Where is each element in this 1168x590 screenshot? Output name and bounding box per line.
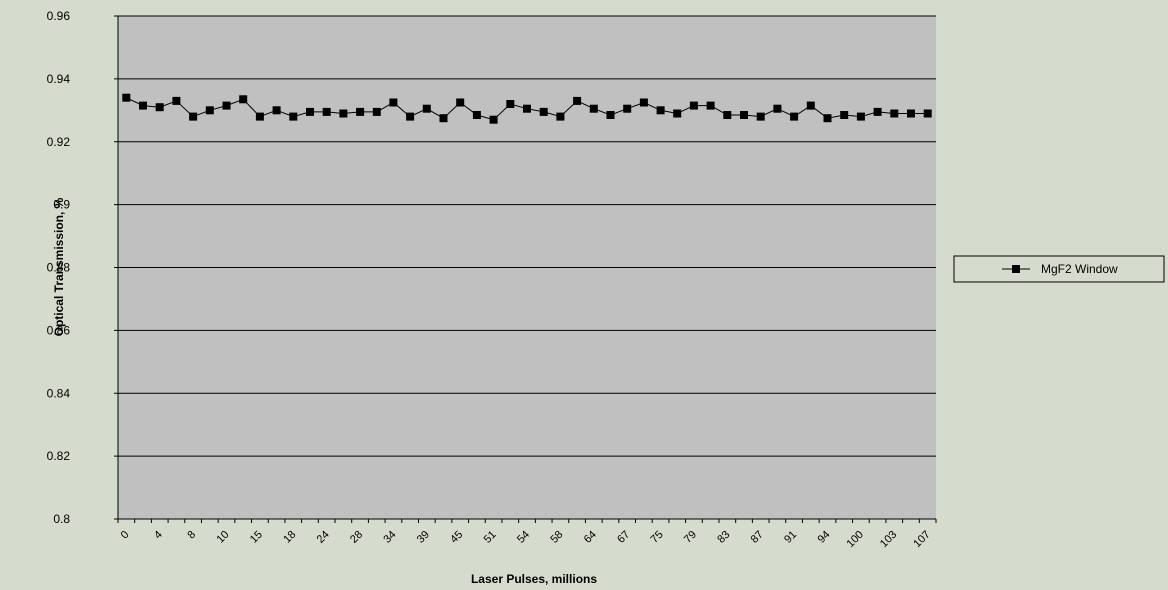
- data-point: [823, 114, 832, 123]
- y-tick-label: 0.96: [47, 9, 71, 23]
- x-tick-label: 39: [415, 529, 432, 546]
- grid-lines: [118, 15, 936, 457]
- data-point: [689, 101, 698, 110]
- data-point: [372, 107, 381, 116]
- legend-marker: [1012, 265, 1020, 273]
- data-point: [172, 96, 181, 105]
- x-tick-label: 67: [615, 529, 632, 546]
- data-point: [656, 106, 665, 115]
- x-tick-label: 51: [482, 529, 499, 546]
- data-point: [222, 101, 231, 110]
- data-point: [356, 107, 365, 116]
- data-point: [623, 104, 632, 113]
- legend-box: [953, 255, 1165, 283]
- y-tick-label: 0.86: [47, 323, 71, 337]
- series-markers: [122, 93, 932, 124]
- data-point: [790, 112, 799, 121]
- x-tick-label: 64: [582, 529, 599, 546]
- data-point: [272, 106, 281, 115]
- data-point: [322, 107, 331, 116]
- data-point: [306, 107, 314, 116]
- data-point: [639, 98, 648, 107]
- x-tick-label: 4: [152, 529, 165, 542]
- data-point: [289, 112, 298, 121]
- data-point: [740, 111, 748, 119]
- x-tick-label: 45: [448, 529, 465, 546]
- data-point: [523, 104, 531, 113]
- x-tick-label: 10: [214, 529, 231, 546]
- x-tick-label: 58: [548, 529, 565, 546]
- data-point: [773, 104, 782, 113]
- data-point: [856, 112, 865, 121]
- data-point: [389, 98, 398, 107]
- x-tick-label: 28: [348, 529, 365, 546]
- data-point: [155, 103, 164, 112]
- x-tick-label: 87: [749, 529, 766, 546]
- x-axis-title: Laser Pulses, millions: [471, 572, 597, 586]
- legend-label: MgF2 Window: [1041, 262, 1118, 276]
- data-point: [873, 107, 882, 116]
- data-point: [339, 109, 348, 118]
- x-tick-label: 54: [515, 529, 532, 546]
- x-tick-label: 91: [782, 529, 799, 546]
- y-tick-label: 0.8: [53, 512, 70, 526]
- data-point: [422, 104, 431, 113]
- data-point: [539, 107, 548, 116]
- data-point: [573, 96, 582, 105]
- data-point: [606, 111, 615, 119]
- x-tick-label: 94: [815, 529, 832, 546]
- y-tick-label: 0.82: [47, 449, 71, 463]
- data-point: [139, 101, 147, 110]
- data-point: [907, 109, 915, 118]
- x-tick-label: 75: [649, 529, 666, 546]
- data-point: [239, 95, 248, 104]
- x-tick-label: 8: [185, 529, 198, 542]
- data-point: [673, 109, 682, 118]
- data-point: [806, 101, 815, 110]
- data-point: [406, 112, 415, 121]
- x-tick-label: 107: [911, 529, 932, 550]
- data-point: [489, 115, 498, 124]
- x-tick-label: 15: [248, 529, 265, 546]
- x-tick-label: 79: [682, 529, 699, 546]
- data-point: [756, 112, 765, 121]
- data-point: [255, 112, 264, 121]
- x-tick-label: 100: [845, 529, 866, 550]
- x-axis-ticks: 0 4 8 10 15 18 24 28 34 39 45 51 54 58 64 67 75 79 83 87 91 9…: [117, 519, 937, 550]
- y-tick-label: 0.94: [47, 72, 71, 86]
- y-tick-label: 0.9: [53, 198, 70, 212]
- data-point: [556, 112, 565, 121]
- x-tick-label: 24: [315, 529, 332, 546]
- legend: MgF2 Window: [953, 255, 1165, 283]
- data-point: [439, 114, 448, 123]
- data-point: [506, 100, 515, 108]
- data-point: [122, 93, 131, 102]
- data-point: [890, 109, 899, 118]
- x-tick-label: 103: [878, 529, 899, 550]
- data-point: [205, 106, 214, 115]
- x-tick-label: 34: [381, 529, 398, 546]
- data-point: [706, 101, 715, 110]
- x-tick-label: 83: [715, 529, 732, 546]
- y-tick-label: 0.88: [47, 261, 71, 275]
- y-tick-label: 0.92: [47, 135, 71, 149]
- data-point: [589, 104, 598, 113]
- data-point: [723, 111, 732, 119]
- x-tick-label: 18: [281, 529, 298, 546]
- x-tick-label: 0: [119, 529, 132, 542]
- data-point: [189, 112, 198, 121]
- data-point: [840, 111, 849, 119]
- y-axis-ticks: 0.8 0.82 0.84 0.86 0.88 0.9 0.92 0.94 0.96: [47, 9, 118, 526]
- y-tick-label: 0.84: [47, 386, 71, 400]
- y-axis-title: Optical Transmission, %: [52, 197, 66, 336]
- data-point: [472, 111, 481, 119]
- data-point: [456, 98, 465, 107]
- data-point: [923, 109, 932, 118]
